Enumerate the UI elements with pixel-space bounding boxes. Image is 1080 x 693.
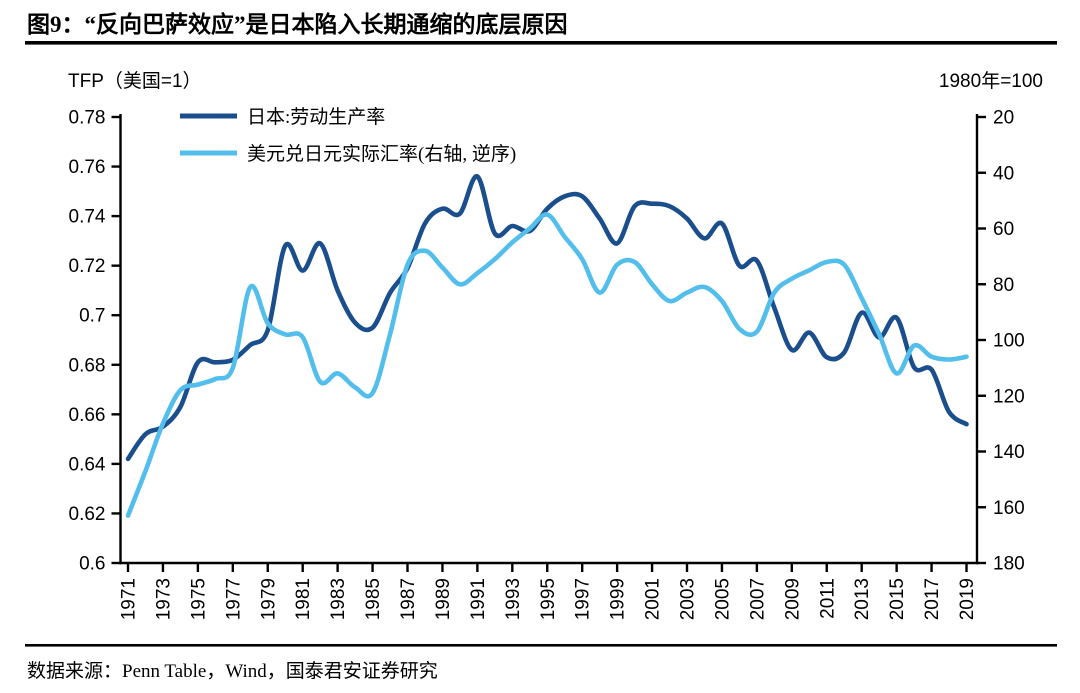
left-axis-tick-label: 0.74 bbox=[69, 207, 106, 228]
x-axis-tick-label: 2007 bbox=[747, 578, 768, 620]
x-axis-tick-label: 1977 bbox=[223, 578, 244, 620]
x-axis-tick-label: 1993 bbox=[503, 578, 524, 620]
right-axis-tick-label: 120 bbox=[993, 386, 1025, 407]
x-axis-tick-label: 2001 bbox=[643, 578, 664, 620]
right-axis-title: 1980年=100 bbox=[939, 70, 1043, 92]
x-axis-tick-label: 1999 bbox=[608, 578, 629, 620]
x-axis-tick-label: 2009 bbox=[782, 578, 803, 620]
left-axis-tick-label: 0.6 bbox=[79, 554, 105, 575]
left-axis-tick-label: 0.66 bbox=[69, 405, 106, 426]
x-axis-tick-label: 1985 bbox=[363, 578, 384, 620]
legend-label-usdjpy-reer: 美元兑日元实际汇率(右轴, 逆序) bbox=[247, 143, 516, 165]
right-axis-tick-label: 20 bbox=[993, 108, 1014, 129]
right-axis-tick-label: 180 bbox=[993, 554, 1025, 575]
x-axis-tick-label: 2011 bbox=[817, 578, 838, 619]
left-axis-title: TFP（美国=1） bbox=[68, 70, 202, 92]
series-lines bbox=[125, 174, 969, 518]
right-axis-tick-label: 160 bbox=[993, 498, 1025, 519]
x-axis-tick-label: 2013 bbox=[852, 578, 873, 620]
left-axis-tick-label: 0.78 bbox=[69, 108, 106, 129]
left-axis-tick-label: 0.7 bbox=[79, 306, 105, 327]
x-axis-tick-label: 2015 bbox=[887, 578, 908, 620]
left-axis-tick-label: 0.68 bbox=[69, 355, 106, 376]
right-axis-tick-label: 40 bbox=[993, 163, 1014, 184]
x-axis-tick-label: 1983 bbox=[328, 578, 349, 620]
x-axis-tick-label: 1989 bbox=[433, 578, 454, 620]
right-axis-tick-label: 80 bbox=[993, 275, 1014, 296]
x-axis-tick-label: 1973 bbox=[153, 578, 174, 620]
x-axis-tick-label: 1971 bbox=[119, 578, 140, 620]
source-text: 数据来源：Penn Table，Wind，国泰君安证券研究 bbox=[27, 660, 438, 682]
x-axis-tick-label: 2005 bbox=[712, 578, 733, 620]
right-axis-tick-label: 140 bbox=[993, 442, 1025, 463]
left-axis-tick-label: 0.72 bbox=[69, 256, 106, 277]
x-axis-tick-label: 1981 bbox=[293, 578, 314, 620]
title-rule bbox=[25, 41, 1057, 45]
x-axis-tick-label: 2003 bbox=[678, 578, 699, 620]
legend-label-japan-productivity: 日本:劳动生产率 bbox=[247, 106, 385, 128]
right-axis-tick-label: 60 bbox=[993, 219, 1014, 240]
x-axis-tick-label: 1987 bbox=[398, 578, 419, 620]
x-axis-tick-label: 1991 bbox=[468, 578, 489, 620]
right-axis-tick-label: 100 bbox=[993, 331, 1025, 352]
x-axis-tick-label: 2017 bbox=[922, 578, 943, 620]
x-axis-tick-label: 1997 bbox=[573, 578, 594, 620]
axes: 0.78 0.76 0.74 0.72 0.7 0.68 0.66 0.64 0.62 0.6 20… bbox=[69, 108, 1025, 621]
left-axis-tick-label: 0.76 bbox=[69, 157, 106, 178]
figure-title: 图9：“反向巴萨效应”是日本陷入长期通缩的底层原因 bbox=[27, 11, 568, 37]
left-axis-tick-label: 0.62 bbox=[69, 504, 106, 525]
left-axis-tick-label: 0.64 bbox=[69, 454, 106, 475]
x-axis-tick-label: 1979 bbox=[258, 578, 279, 620]
source-rule bbox=[25, 644, 1057, 647]
x-axis-tick-label: 2019 bbox=[957, 578, 978, 620]
legend: 日本:劳动生产率 美元兑日元实际汇率(右轴, 逆序) bbox=[180, 106, 516, 165]
x-axis-tick-label: 1975 bbox=[188, 578, 209, 620]
series-line-usdjpy-reer bbox=[125, 212, 969, 518]
series-line-japan-productivity bbox=[125, 174, 969, 462]
x-axis-tick-label: 1995 bbox=[538, 578, 559, 620]
